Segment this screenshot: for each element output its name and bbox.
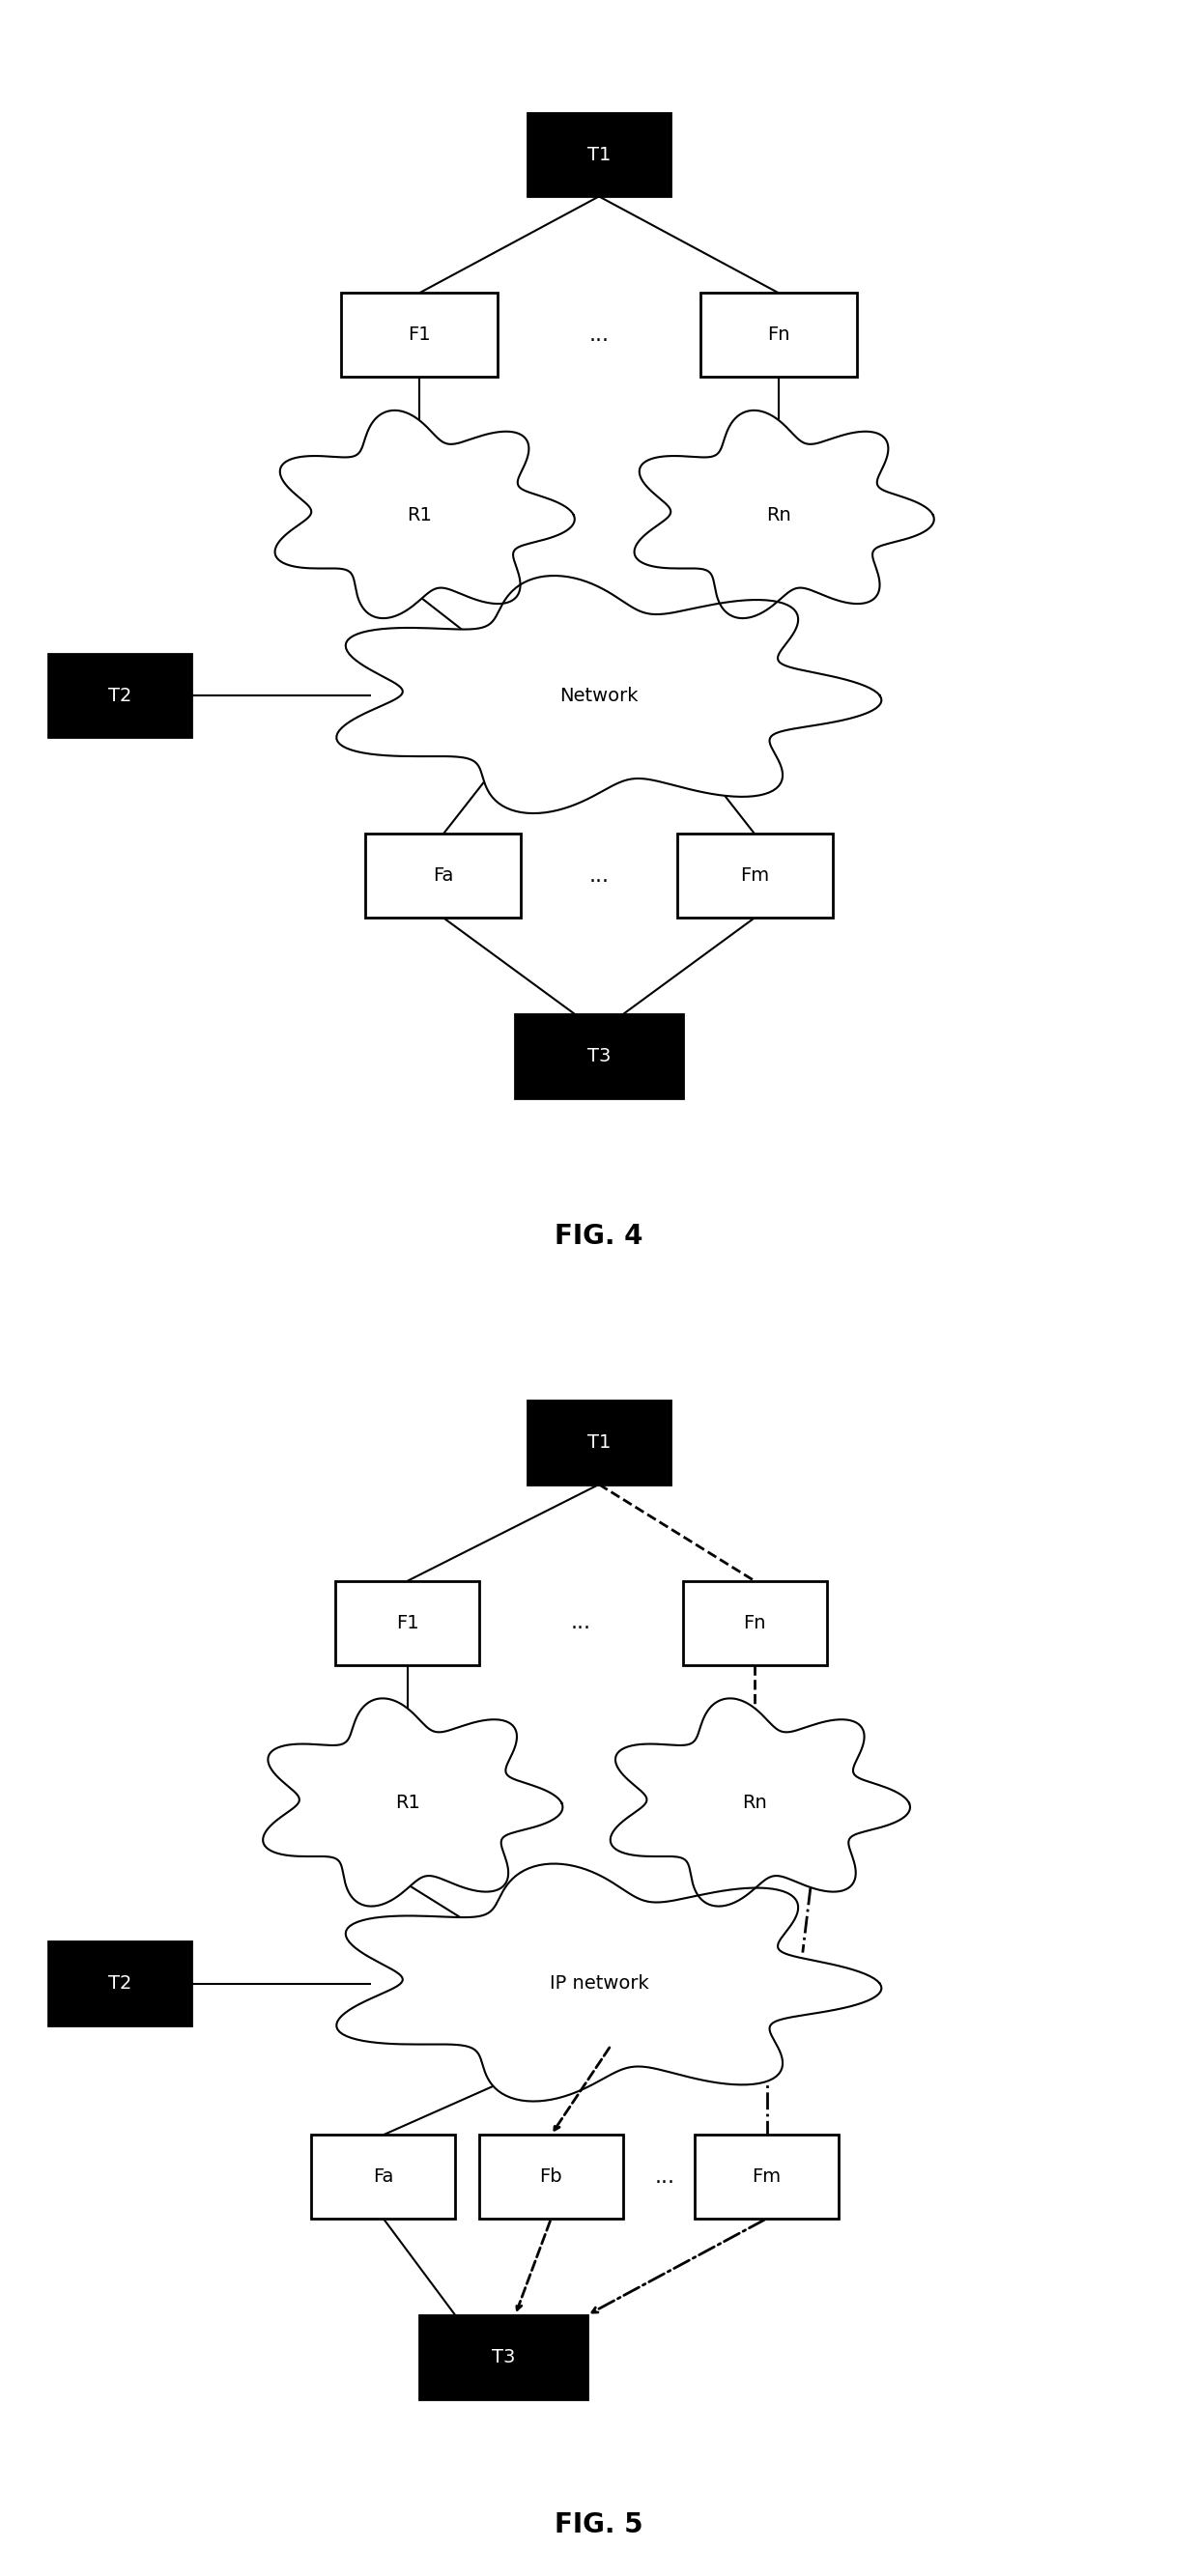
Bar: [479, 2136, 623, 2218]
Text: T1: T1: [587, 144, 611, 165]
Text: Rn: Rn: [743, 1793, 767, 1814]
Bar: [527, 113, 671, 196]
Bar: [701, 294, 857, 376]
Text: T3: T3: [491, 2347, 515, 2367]
Text: Network: Network: [559, 685, 639, 706]
Bar: [695, 2136, 839, 2218]
Text: Fa: Fa: [373, 2166, 394, 2187]
Text: Fm: Fm: [740, 866, 769, 886]
Text: ...: ...: [655, 2166, 674, 2187]
Bar: [335, 1582, 479, 1664]
Text: Fm: Fm: [752, 2166, 781, 2187]
Text: ...: ...: [589, 325, 609, 345]
Text: T2: T2: [108, 1973, 132, 1994]
Text: R1: R1: [407, 505, 431, 526]
Bar: [527, 1401, 671, 1484]
Polygon shape: [276, 410, 575, 618]
Text: Fa: Fa: [432, 866, 454, 886]
Text: IP network: IP network: [550, 1973, 648, 1994]
Bar: [48, 654, 192, 737]
Bar: [515, 1015, 683, 1097]
Text: ...: ...: [589, 866, 609, 886]
Polygon shape: [264, 1698, 563, 1906]
Text: FIG. 4: FIG. 4: [555, 1224, 643, 1249]
Text: Fb: Fb: [539, 2166, 563, 2187]
Text: T2: T2: [108, 685, 132, 706]
Text: Fn: Fn: [768, 325, 789, 345]
Polygon shape: [635, 410, 934, 618]
Text: F1: F1: [407, 325, 431, 345]
Text: Fn: Fn: [744, 1613, 766, 1633]
Text: Rn: Rn: [767, 505, 791, 526]
Text: R1: R1: [395, 1793, 419, 1814]
Polygon shape: [337, 1862, 882, 2102]
Polygon shape: [337, 574, 882, 814]
Bar: [365, 835, 521, 917]
Bar: [683, 1582, 827, 1664]
Bar: [419, 2316, 587, 2398]
Bar: [311, 2136, 455, 2218]
Bar: [677, 835, 833, 917]
Text: F1: F1: [395, 1613, 419, 1633]
Text: ...: ...: [571, 1613, 591, 1633]
Bar: [48, 1942, 192, 2025]
Text: FIG. 5: FIG. 5: [555, 2512, 643, 2537]
Text: T1: T1: [587, 1432, 611, 1453]
Bar: [341, 294, 497, 376]
Text: T3: T3: [587, 1046, 611, 1066]
Polygon shape: [611, 1698, 910, 1906]
